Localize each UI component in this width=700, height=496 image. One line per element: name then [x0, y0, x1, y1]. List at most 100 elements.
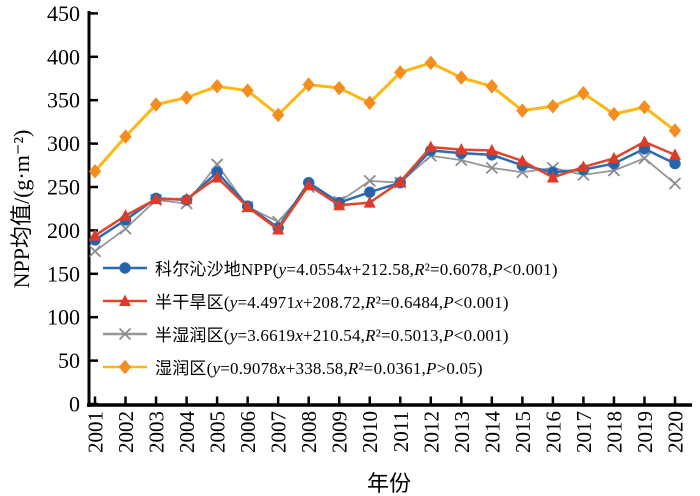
- marker-triangle: [333, 198, 346, 211]
- marker-triangle: [119, 294, 131, 306]
- x-tick-label: 2011: [389, 411, 413, 452]
- legend-label: 科尔沁沙地NPP(y=4.0554x+212.58,R²=0.6078,P<0.…: [155, 260, 558, 279]
- marker-diamond: [180, 90, 193, 105]
- y-tick-label: 0: [69, 392, 80, 417]
- legend-marker-x-icon: [103, 327, 147, 340]
- legend-item-semi-humid-zone: 半湿润区(y=3.6619x+210.54,R²=0.5013,P<0.001): [102, 317, 558, 350]
- marker-diamond: [272, 107, 285, 123]
- marker-triangle: [302, 178, 315, 191]
- marker-diamond: [118, 359, 132, 374]
- x-tick-label: 2015: [511, 411, 535, 453]
- y-tick-label: 350: [47, 88, 80, 113]
- legend-item-korqin-sandy-land-npp: 科尔沁沙地NPP(y=4.0554x+212.58,R²=0.6078,P<0.…: [102, 251, 558, 284]
- series-semi-arid-zone: [89, 135, 681, 241]
- x-tick-label: 2016: [541, 411, 565, 453]
- marker-x: [485, 161, 498, 175]
- y-tick-label: 400: [47, 44, 80, 69]
- y-tick-label: 250: [47, 175, 80, 200]
- x-tick-label: 2014: [480, 411, 504, 454]
- marker-diamond: [363, 95, 376, 111]
- marker-x: [118, 327, 132, 340]
- marker-triangle: [546, 170, 559, 183]
- x-tick-label: 2002: [114, 411, 138, 453]
- marker-x: [119, 222, 132, 235]
- x-tick-label: 2013: [450, 411, 474, 453]
- x-tick-label: 2009: [328, 411, 352, 453]
- y-tick-label: 300: [47, 131, 80, 156]
- x-tick-label: 2019: [633, 411, 657, 453]
- x-tick-label: 2020: [664, 411, 688, 453]
- marker-triangle: [577, 160, 590, 173]
- x-tick-label: 2007: [267, 411, 291, 453]
- marker-diamond: [546, 99, 560, 114]
- y-axis-title: NPP均值/(g·m⁻²): [9, 129, 34, 289]
- x-tick-label: 2006: [236, 411, 260, 453]
- legend: 科尔沁沙地NPP(y=4.0554x+212.58,R²=0.6078,P<0.…: [102, 251, 558, 383]
- legend-label: 半湿润区(y=3.6619x+210.54,R²=0.5013,P<0.001): [155, 326, 509, 345]
- marker-circle: [364, 186, 376, 198]
- marker-triangle: [180, 192, 193, 205]
- marker-diamond: [149, 97, 163, 112]
- marker-circle: [119, 261, 131, 274]
- legend-label: 湿润区(y=0.9078x+338.58,R²=0.0361,P>0.05): [155, 359, 483, 378]
- x-tick-label: 2001: [84, 411, 108, 453]
- marker-diamond: [88, 164, 102, 179]
- series-korqin-sandy-land-npp: [89, 143, 681, 246]
- marker-diamond: [241, 83, 254, 98]
- marker-triangle: [516, 154, 529, 166]
- series-line-korqin-sandy-land-npp: [94, 147, 676, 241]
- marker-triangle: [241, 200, 254, 212]
- x-tick-label: 2010: [358, 411, 382, 453]
- marker-diamond: [485, 79, 498, 94]
- marker-triangle: [272, 223, 285, 235]
- x-tick-label: 2003: [145, 411, 169, 453]
- series-line-semi-arid-zone: [94, 140, 676, 237]
- y-tick-label: 450: [47, 1, 80, 26]
- marker-diamond: [424, 55, 437, 71]
- x-axis-title: 年份: [366, 471, 411, 496]
- x-tick-label: 2004: [175, 411, 199, 454]
- marker-diamond: [210, 79, 224, 94]
- legend-marker-triangle-icon: [103, 294, 147, 306]
- series-semi-humid-zone: [88, 149, 682, 258]
- legend-marker-diamond-icon: [103, 359, 147, 374]
- series-humid-zone: [88, 55, 682, 179]
- marker-x: [638, 152, 651, 165]
- marker-triangle: [363, 196, 376, 208]
- series-line-humid-zone: [93, 61, 676, 173]
- marker-triangle: [394, 175, 407, 187]
- marker-triangle: [485, 144, 498, 156]
- marker-triangle: [150, 192, 163, 205]
- marker-triangle: [119, 209, 132, 221]
- marker-triangle: [455, 143, 468, 155]
- marker-x: [363, 174, 376, 188]
- marker-diamond: [607, 106, 621, 122]
- marker-x: [668, 177, 682, 190]
- y-tick-label: 100: [47, 305, 80, 330]
- marker-x: [88, 245, 102, 258]
- marker-triangle: [424, 140, 437, 153]
- legend-marker-circle-icon: [103, 261, 147, 274]
- x-tick-label: 2017: [572, 411, 596, 453]
- x-tick-label: 2012: [419, 411, 443, 453]
- marker-diamond: [302, 77, 315, 92]
- x-tick-label: 2018: [602, 411, 626, 453]
- marker-diamond: [333, 80, 346, 96]
- x-tick-label: 2008: [297, 411, 321, 453]
- y-tick-label: 50: [58, 348, 80, 373]
- marker-diamond: [577, 85, 590, 101]
- y-tick-label: 200: [47, 218, 80, 243]
- marker-diamond: [455, 70, 468, 85]
- marker-diamond: [119, 129, 132, 144]
- marker-diamond: [516, 103, 529, 118]
- marker-triangle: [638, 135, 651, 147]
- marker-diamond: [668, 123, 682, 138]
- legend-label: 半干旱区(y=4.4971x+208.72,R²=0.6484,P<0.001): [155, 293, 509, 312]
- marker-triangle: [669, 148, 681, 160]
- legend-item-semi-arid-zone: 半干旱区(y=4.4971x+208.72,R²=0.6484,P<0.001): [102, 284, 558, 317]
- y-tick-label: 150: [47, 261, 80, 286]
- x-tick-label: 2005: [206, 411, 230, 453]
- marker-triangle: [607, 151, 620, 164]
